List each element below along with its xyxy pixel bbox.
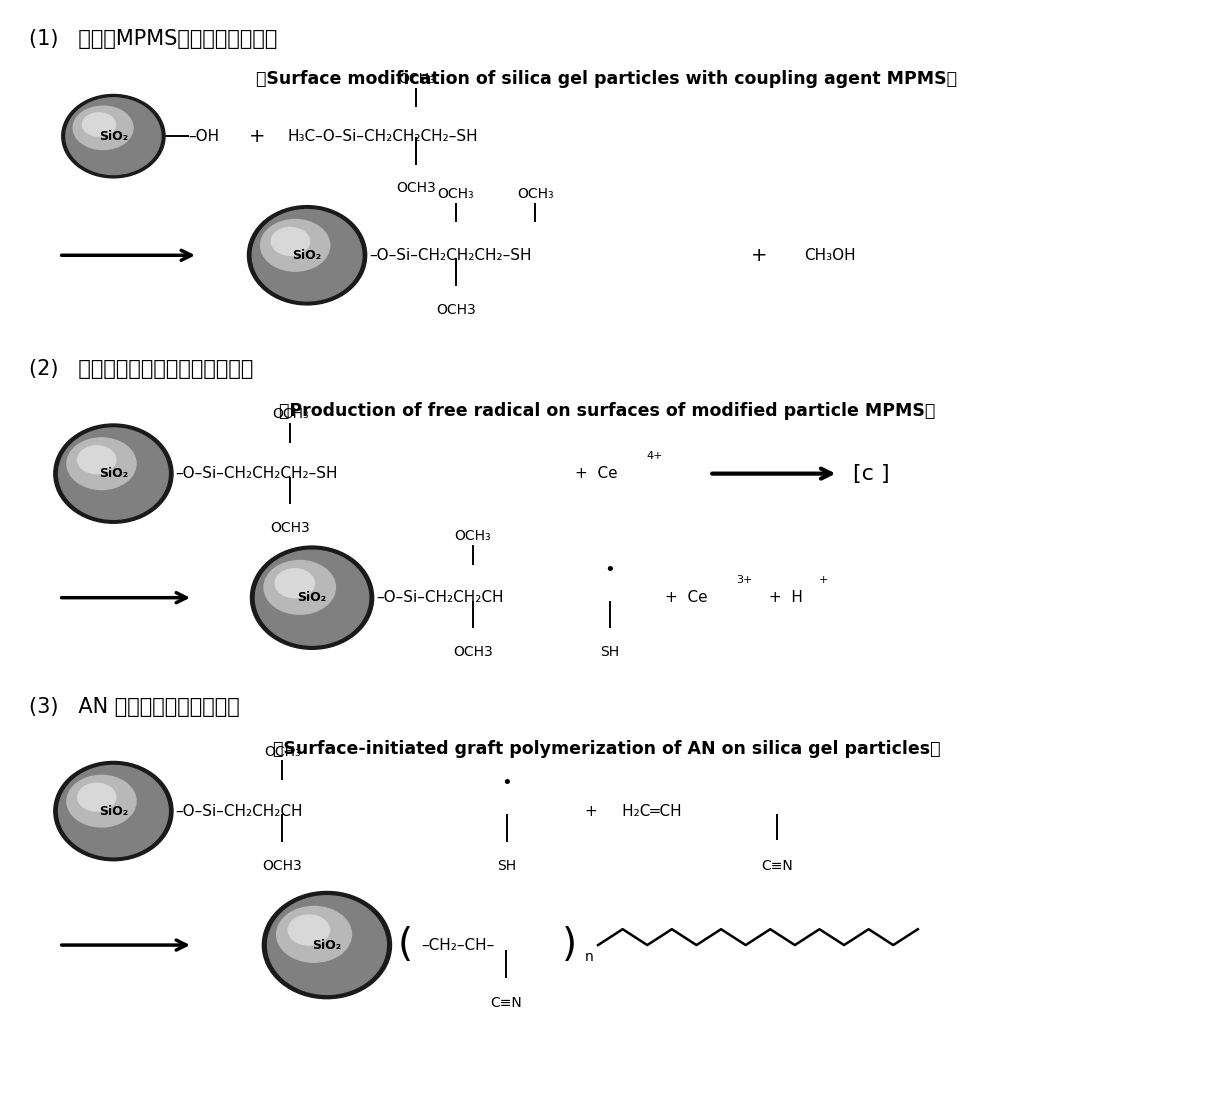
Text: (3)   AN 在硅胶表面的接枝聚合: (3) AN 在硅胶表面的接枝聚合	[29, 697, 239, 717]
Text: [c ]: [c ]	[853, 464, 890, 484]
Text: –OH: –OH	[188, 129, 219, 144]
Ellipse shape	[250, 546, 374, 649]
Text: CH₃OH: CH₃OH	[804, 248, 856, 263]
Text: OCH3: OCH3	[262, 858, 302, 873]
Ellipse shape	[58, 766, 169, 857]
Text: •: •	[605, 561, 615, 579]
Text: 3+: 3+	[736, 574, 753, 584]
Text: OCH3: OCH3	[436, 303, 476, 317]
Ellipse shape	[255, 550, 369, 646]
Text: SiO₂: SiO₂	[98, 467, 127, 480]
Text: H₃C–O–Si–CH₂CH₂CH₂–SH: H₃C–O–Si–CH₂CH₂CH₂–SH	[288, 129, 478, 144]
Ellipse shape	[277, 906, 352, 963]
Text: C≡N: C≡N	[761, 858, 793, 873]
Text: OCH₃: OCH₃	[263, 745, 301, 759]
Text: SiO₂: SiO₂	[297, 591, 327, 604]
Ellipse shape	[276, 569, 314, 598]
Ellipse shape	[78, 446, 115, 474]
Text: C≡N: C≡N	[489, 996, 522, 1009]
Ellipse shape	[248, 206, 367, 305]
Text: OCH₃: OCH₃	[272, 407, 308, 421]
Ellipse shape	[58, 429, 169, 520]
Ellipse shape	[67, 776, 136, 827]
Ellipse shape	[83, 112, 115, 136]
Text: SiO₂: SiO₂	[98, 805, 127, 818]
Text: –CH₂–CH–: –CH₂–CH–	[421, 937, 494, 953]
Text: OCH3: OCH3	[397, 180, 436, 195]
Ellipse shape	[53, 761, 174, 860]
Text: +: +	[750, 246, 767, 265]
Text: OCH3: OCH3	[271, 521, 310, 535]
Ellipse shape	[66, 98, 161, 175]
Text: +  Ce: + Ce	[664, 590, 708, 605]
Ellipse shape	[288, 915, 329, 945]
Text: OCH₃: OCH₃	[454, 529, 492, 543]
Ellipse shape	[62, 95, 165, 178]
Text: SiO₂: SiO₂	[293, 249, 322, 262]
Text: –O–Si–CH₂CH₂CH: –O–Si–CH₂CH₂CH	[376, 590, 504, 605]
Text: ): )	[562, 926, 578, 964]
Text: （Surface modification of silica gel particles with coupling agent MPMS）: （Surface modification of silica gel part…	[256, 70, 958, 88]
Text: (2)   自由基在改性微粒表面上的产生: (2) 自由基在改性微粒表面上的产生	[29, 359, 254, 380]
Ellipse shape	[53, 424, 174, 523]
Text: +  Ce: + Ce	[575, 466, 618, 481]
Ellipse shape	[267, 896, 386, 994]
Text: –O–Si–CH₂CH₂CH₂–SH: –O–Si–CH₂CH₂CH₂–SH	[369, 248, 532, 263]
Text: SH: SH	[497, 858, 516, 873]
Text: n: n	[585, 951, 594, 964]
Text: +  H: + H	[764, 590, 802, 605]
Text: 4+: 4+	[647, 451, 663, 461]
Ellipse shape	[262, 892, 391, 998]
Ellipse shape	[261, 219, 330, 272]
Text: OCH3: OCH3	[453, 646, 493, 659]
Text: SiO₂: SiO₂	[98, 130, 127, 142]
Ellipse shape	[78, 784, 115, 811]
Text: •: •	[501, 775, 512, 792]
Ellipse shape	[253, 209, 362, 301]
Text: SH: SH	[601, 646, 619, 659]
Text: （Surface-initiated graft polymerization of AN on silica gel particles）: （Surface-initiated graft polymerization …	[273, 739, 941, 758]
Ellipse shape	[67, 437, 136, 490]
Text: OCH₃: OCH₃	[398, 71, 435, 86]
Text: (1)   偶联剂MPMS对硅胶表面的改性: (1) 偶联剂MPMS对硅胶表面的改性	[29, 29, 277, 49]
Text: +     H₂C═CH: + H₂C═CH	[585, 804, 682, 818]
Text: （Production of free radical on surfaces of modified particle MPMS）: （Production of free radical on surfaces …	[279, 402, 935, 420]
Text: (: (	[397, 926, 413, 964]
Ellipse shape	[271, 227, 310, 255]
Text: –O–Si–CH₂CH₂CH₂–SH: –O–Si–CH₂CH₂CH₂–SH	[175, 466, 337, 481]
Text: +: +	[818, 574, 828, 584]
Ellipse shape	[73, 106, 134, 149]
Text: +: +	[249, 127, 266, 146]
Text: –O–Si–CH₂CH₂CH: –O–Si–CH₂CH₂CH	[175, 804, 302, 818]
Text: OCH₃: OCH₃	[438, 187, 475, 200]
Text: OCH₃: OCH₃	[517, 187, 554, 200]
Ellipse shape	[263, 561, 335, 614]
Text: SiO₂: SiO₂	[312, 938, 341, 952]
